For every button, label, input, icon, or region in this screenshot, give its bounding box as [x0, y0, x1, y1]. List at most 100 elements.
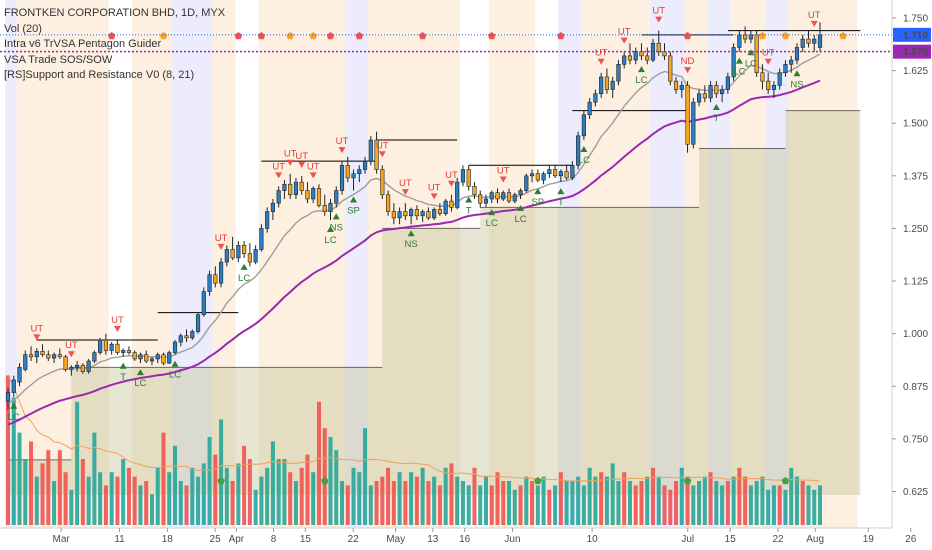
volume-bar [668, 489, 673, 525]
volume-bar [535, 485, 540, 525]
marker-label: UT [497, 166, 510, 177]
candle-body [748, 34, 753, 40]
x-tick-label: Aug [806, 534, 824, 545]
pentagon-icon [107, 32, 116, 40]
volume-bar [357, 472, 362, 525]
candle [679, 81, 684, 98]
support-marker: LC [745, 49, 757, 69]
candle-body [236, 244, 241, 259]
candle [800, 34, 805, 52]
volume-bar [483, 476, 489, 525]
upthrust-marker: UT [307, 161, 320, 179]
volume-bar [622, 472, 627, 525]
candle-body [305, 190, 310, 200]
candle-body [63, 356, 68, 370]
volume-bar [265, 467, 270, 525]
candle-body [276, 190, 281, 204]
volume-bar [760, 476, 765, 525]
volume-bar [224, 467, 229, 525]
volume-bar [236, 463, 241, 525]
regime-band [172, 0, 213, 528]
pentagon-icon [355, 32, 364, 40]
marker-label: UT [111, 315, 124, 326]
candle [645, 47, 650, 65]
candle-body [46, 354, 51, 359]
upthrust-marker: UT [376, 140, 389, 158]
support-marker: LC [486, 209, 498, 229]
candle-body [23, 354, 28, 370]
volume-bar [547, 489, 552, 525]
candle-body [593, 93, 598, 103]
candle [92, 350, 97, 364]
candle-body [28, 354, 34, 358]
candle [316, 184, 322, 208]
candle [627, 43, 633, 65]
support-marker: NS [790, 70, 804, 90]
up-triangle-icon [637, 66, 645, 73]
support-marker: LC [238, 263, 250, 284]
upthrust-marker: UT [618, 27, 631, 44]
pentagon-icon [557, 32, 565, 40]
pentagon-icon [309, 32, 317, 40]
candle [121, 348, 126, 357]
up-triangle-icon [747, 49, 755, 56]
candle [184, 329, 189, 343]
indicator-vsa-trade[interactable]: VSA Trade SOS/SOW [4, 53, 113, 66]
support-marker: NS [330, 213, 343, 233]
candle [541, 171, 546, 185]
candle-body [581, 114, 586, 137]
volume-bar [334, 450, 339, 525]
candle [357, 165, 362, 183]
ema-fast-line [7, 53, 821, 405]
candle [685, 81, 690, 153]
candle-body [172, 341, 178, 353]
volume-bar [489, 485, 494, 525]
volume-bar [299, 467, 304, 525]
volume-bar [201, 463, 206, 525]
regime-band [419, 0, 461, 528]
up-triangle-icon [580, 146, 588, 153]
candle-body [449, 200, 454, 208]
x-tick-label: Jun [504, 534, 520, 545]
marker-label: LC [324, 235, 336, 246]
volume-bar [184, 485, 189, 525]
price-tag: 1.710 [893, 27, 931, 42]
candle [599, 72, 604, 98]
candle-body [109, 343, 114, 351]
candle-body [506, 192, 512, 202]
indicator-volume[interactable]: Vol (20) [4, 22, 42, 35]
candle-body [184, 335, 189, 339]
volume-bar [69, 489, 74, 525]
candle [466, 165, 471, 191]
candle-body [201, 291, 206, 316]
candle-body [789, 59, 794, 65]
volume-bar [564, 481, 569, 525]
x-tick-label: 11 [114, 534, 125, 545]
candle-body [218, 261, 224, 284]
volume-bar [259, 476, 264, 525]
volume-bar [34, 476, 39, 525]
candle [403, 203, 408, 221]
volume-bar [103, 485, 108, 525]
indicator-trvsa[interactable]: Intra v6 TrVSA Pentagon Guider [4, 38, 162, 51]
marker-label: UT [376, 140, 389, 151]
indicator-support-resistance[interactable]: [RS]Support and Resistance V0 (8, 21) [4, 69, 195, 82]
candle [518, 188, 523, 199]
price-tag-box [893, 44, 931, 59]
candle-body [501, 192, 506, 200]
x-tick-label: 25 [210, 534, 222, 545]
candle [80, 363, 85, 374]
candle [604, 68, 610, 94]
candle-body [414, 209, 419, 217]
y-tick-label: 1.375 [903, 171, 928, 182]
marker-label: T [120, 372, 126, 383]
volume-bar [386, 467, 391, 525]
candle-body [51, 354, 57, 359]
upthrust-marker: UT [65, 340, 78, 358]
candle [75, 361, 80, 372]
candle [472, 182, 477, 199]
candle [564, 165, 569, 181]
candle-body [616, 63, 621, 82]
